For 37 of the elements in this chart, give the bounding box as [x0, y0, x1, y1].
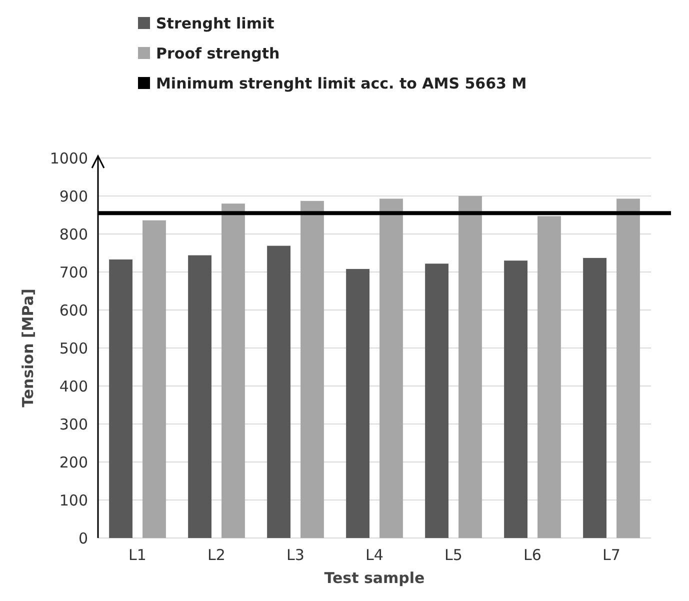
x-tick-label: L5	[444, 546, 462, 564]
legend-label: Strenght limit	[156, 14, 274, 32]
y-tick-label: 200	[59, 453, 88, 472]
legend-label: Minimum strenght limit acc. to AMS 5663 M	[156, 74, 527, 92]
bar	[504, 260, 528, 538]
bar	[346, 268, 370, 538]
x-tick-label: L4	[366, 546, 384, 564]
bar	[583, 258, 606, 538]
x-tick-label: L1	[128, 546, 146, 564]
y-tick-label: 700	[59, 263, 88, 282]
y-axis-title: Tension [MPa]	[19, 288, 37, 408]
bar	[222, 204, 245, 538]
bar	[538, 216, 561, 538]
y-tick-label: 600	[59, 301, 88, 320]
bar	[425, 264, 448, 538]
x-tick-label: L7	[602, 546, 620, 564]
bar	[188, 255, 212, 538]
y-tick-label: 100	[59, 491, 88, 510]
y-tick-label: 800	[59, 225, 88, 244]
bar	[458, 196, 482, 538]
bar	[142, 220, 166, 538]
bar	[267, 246, 290, 538]
x-tick-label: L2	[208, 546, 226, 564]
bar	[380, 198, 403, 538]
y-tick-label: 500	[59, 339, 88, 358]
bar	[300, 200, 324, 538]
y-tick-label: 300	[59, 415, 88, 434]
y-tick-label: 900	[59, 187, 88, 206]
bar	[109, 259, 132, 538]
y-tick-label: 400	[59, 377, 88, 396]
legend-label: Proof strength	[156, 44, 280, 62]
y-tick-label: 0	[78, 529, 88, 548]
x-tick-label: L3	[286, 546, 304, 564]
bar	[616, 198, 640, 538]
x-tick-label: L6	[524, 546, 542, 564]
x-axis-title: Test sample	[324, 569, 425, 587]
y-tick-label: 1000	[50, 149, 88, 168]
